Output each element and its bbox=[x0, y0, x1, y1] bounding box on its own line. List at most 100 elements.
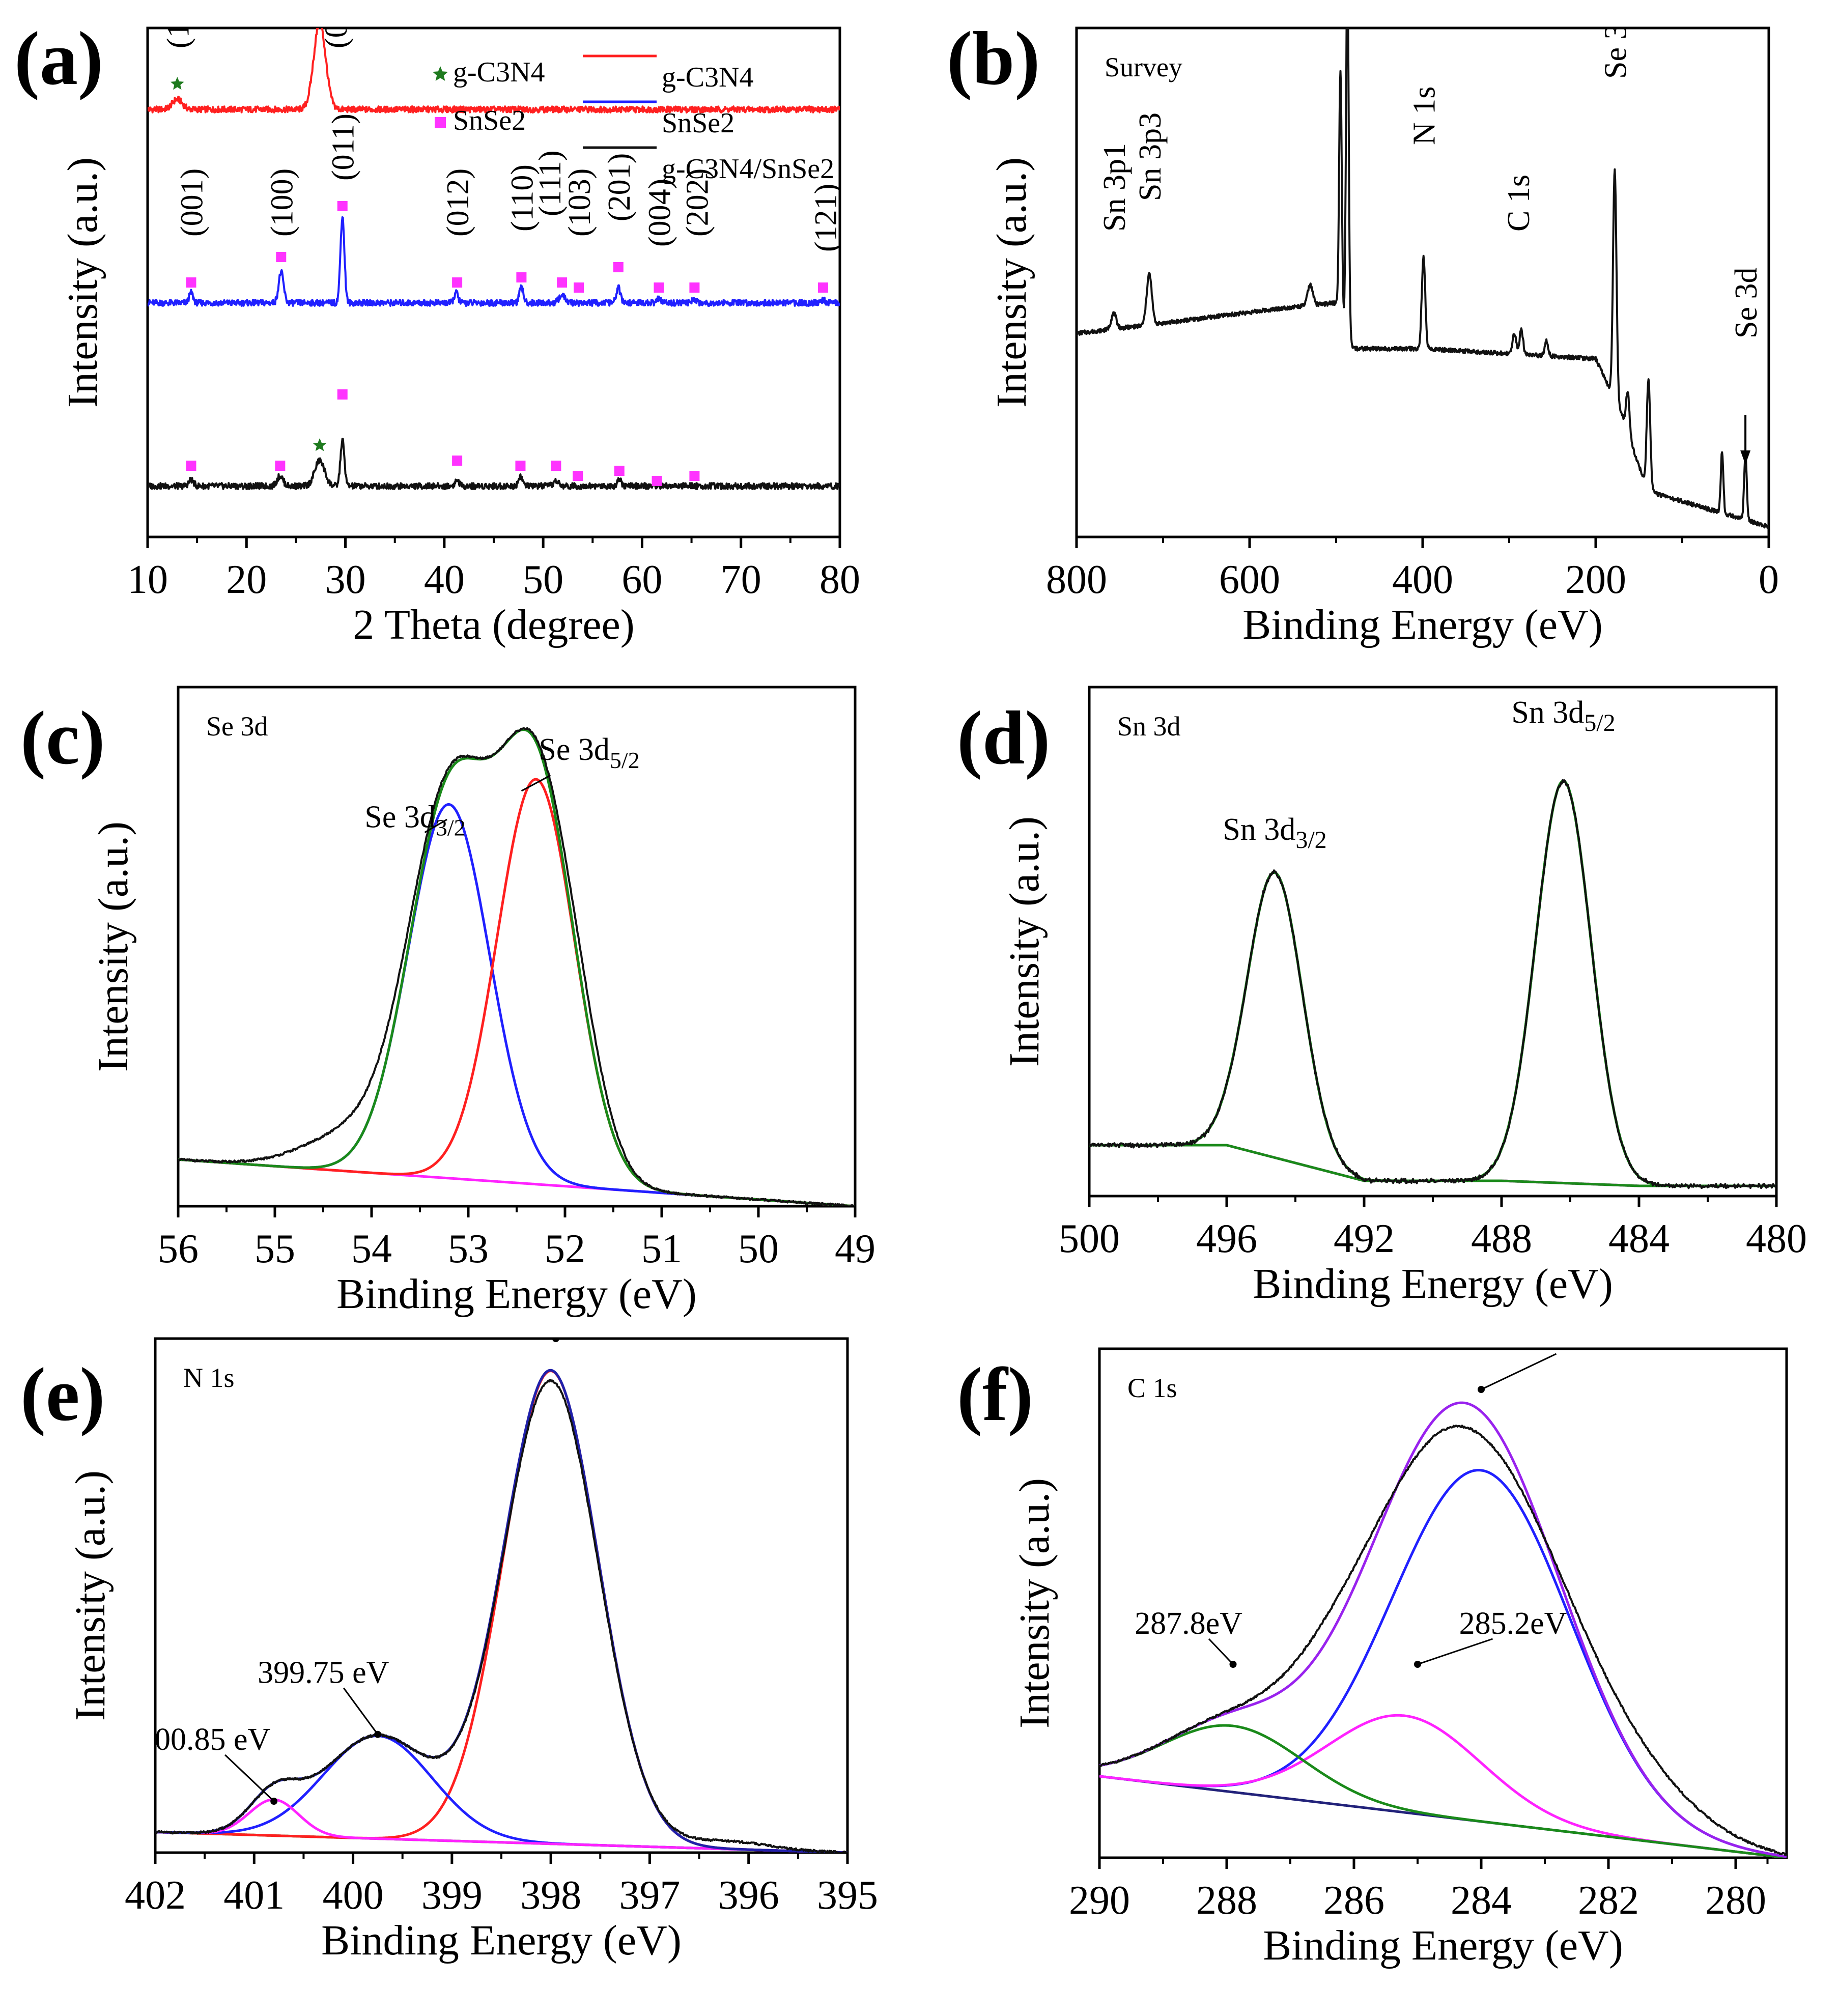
x-tick-label-a: 40 bbox=[424, 557, 465, 602]
x-axis-title-b: Binding Energy (eV) bbox=[1242, 601, 1603, 648]
plot-frame-c bbox=[177, 686, 857, 1208]
x-tick-label-a: 80 bbox=[819, 557, 860, 602]
snse2-square-marker bbox=[654, 282, 664, 293]
snse2-square-marker bbox=[557, 277, 568, 288]
peak-label-arrow-head bbox=[1229, 1661, 1237, 1668]
panel-a: 10 20 30 40 50 60 70 80 2 Theta (degree) Intensit… bbox=[14, 0, 860, 648]
hkl-label: (012) bbox=[441, 168, 475, 237]
snse2-square-marker bbox=[337, 201, 348, 211]
x-tick-label-b: 200 bbox=[1565, 557, 1626, 602]
panel-letter-f: (f) bbox=[957, 1352, 1033, 1437]
peak-label-arrow bbox=[1417, 1638, 1493, 1665]
panel-title-d: Sn 3d bbox=[1117, 711, 1181, 742]
se3d-arrow-head bbox=[1740, 450, 1751, 465]
y-axis-title-a: Intensity (a.u.) bbox=[59, 157, 106, 408]
hkl-label: (110) bbox=[505, 164, 540, 232]
hkl-label: (100) bbox=[265, 168, 299, 237]
x-tick-label-f: 288 bbox=[1196, 1878, 1257, 1923]
panel-title-f: C 1s bbox=[1127, 1373, 1177, 1403]
peak-label-arrow-head bbox=[1414, 1661, 1421, 1668]
y-axis-title-c: Intensity (a.u.) bbox=[90, 821, 137, 1072]
x-axis-title-d: Binding Energy (eV) bbox=[1253, 1260, 1613, 1308]
panel-e: 402 401 400 399 398 397 396 395 Binding Energy (… bbox=[20, 1337, 878, 1964]
peak-label-arrow bbox=[224, 1754, 275, 1802]
peak-label-arrow-head bbox=[552, 1339, 559, 1342]
peak-label-subscript: 5/2 bbox=[610, 747, 640, 773]
x-tick-label-e: 395 bbox=[817, 1873, 878, 1918]
snse2-square-marker bbox=[337, 389, 348, 400]
x-tick-label-e: 402 bbox=[125, 1873, 186, 1918]
x-tick-label-b: 400 bbox=[1392, 557, 1453, 602]
peak-label-arrow-head bbox=[270, 1798, 278, 1805]
snse2-square-marker bbox=[817, 282, 828, 293]
x-tick-label-a: 20 bbox=[226, 557, 267, 602]
panel-title-c: Se 3d bbox=[206, 711, 268, 742]
g-c3n4-star-marker bbox=[313, 438, 327, 451]
snse2-square-marker bbox=[551, 461, 561, 471]
panel-letter-a: (a) bbox=[14, 16, 103, 101]
hkl-label: (004) bbox=[642, 179, 677, 247]
snse2-square-marker bbox=[689, 282, 700, 293]
x-tick-label-a: 60 bbox=[621, 557, 662, 602]
fit-component-d bbox=[1089, 780, 1776, 1187]
x-tick-label-f: 290 bbox=[1069, 1878, 1130, 1923]
x-tick-label-f: 286 bbox=[1323, 1878, 1384, 1923]
element-label: Sn 3p1 bbox=[1097, 143, 1132, 232]
raw-data-c bbox=[178, 727, 855, 1206]
x-tick-label-d: 500 bbox=[1059, 1216, 1120, 1261]
panel-c: 56 55 54 53 52 51 50 49 Binding Energy (eV) Inten… bbox=[20, 686, 875, 1318]
peak-label-c: Se 3d5/2 bbox=[539, 732, 639, 773]
fit-component-d bbox=[1089, 871, 1776, 1187]
legend-a: g-C3N4 SnSe2 g-C3N4 SnSe2 g-C3N4/SnSe2 bbox=[432, 54, 834, 185]
x-tick-label-e: 400 bbox=[323, 1873, 384, 1918]
x-axis-title-a: 2 Theta (degree) bbox=[353, 601, 634, 648]
xrd-trace-1 bbox=[148, 216, 840, 307]
peak-label-arrow bbox=[555, 1339, 558, 1340]
plot-area-c: Se 3d3/2Se 3d5/2 bbox=[178, 727, 855, 1206]
x-tick-label-b: 600 bbox=[1219, 557, 1280, 602]
x-tick-label-c: 51 bbox=[641, 1227, 682, 1271]
fit-component-f bbox=[1099, 1724, 1787, 1858]
hkl-label: (111) bbox=[533, 150, 568, 216]
x-tick-label-a: 70 bbox=[721, 557, 761, 602]
legend-line-label: SnSe2 bbox=[662, 107, 734, 139]
legend-star-icon bbox=[432, 66, 448, 81]
snse2-square-marker bbox=[574, 282, 584, 293]
panel-letter-b: (b) bbox=[947, 16, 1040, 101]
hkl-label: (100) bbox=[161, 0, 195, 48]
fit-component-f bbox=[1099, 1714, 1787, 1858]
peak-label-subscript: 5/2 bbox=[1584, 709, 1615, 736]
peak-label-main: Sn 3d bbox=[1223, 812, 1295, 847]
peak-label-e: 399.75 eV bbox=[258, 1656, 389, 1690]
survey-trace bbox=[1077, 28, 1769, 530]
plot-area-a: (100) (002) (001) (100) (011) (012) (110)(111)… bbox=[148, 0, 840, 490]
x-tick-label-a: 30 bbox=[325, 557, 366, 602]
fit-envelope-e bbox=[155, 1369, 847, 1853]
snse2-square-marker bbox=[276, 252, 287, 262]
peak-label-f: 287.8eV bbox=[1135, 1606, 1242, 1641]
x-tick-label-b: 800 bbox=[1046, 557, 1107, 602]
peak-label-arrow bbox=[343, 1687, 379, 1735]
element-label: Se 3d bbox=[1729, 268, 1764, 339]
x-tick-label-f: 284 bbox=[1451, 1878, 1512, 1923]
legend-square-icon bbox=[435, 117, 446, 128]
hkl-label: (103) bbox=[562, 168, 597, 237]
peak-label-arrow-head bbox=[1478, 1386, 1485, 1393]
fit-component-c bbox=[178, 778, 855, 1206]
y-axis-title-b: Intensity (a.u.) bbox=[988, 157, 1035, 408]
snse2-square-marker bbox=[614, 466, 625, 476]
g-c3n4-star-marker bbox=[313, 11, 327, 23]
xrd-trace-2 bbox=[148, 438, 840, 490]
fit-component-f bbox=[1099, 1469, 1787, 1858]
peak-label-e: 400.85 eV bbox=[139, 1722, 271, 1757]
legend-line-label: g-C3N4/SnSe2 bbox=[662, 153, 834, 185]
plot-frame-a bbox=[146, 26, 841, 538]
raw-data-f bbox=[1099, 1425, 1787, 1856]
snse2-square-marker bbox=[452, 456, 463, 466]
x-tick-label-f: 280 bbox=[1705, 1878, 1766, 1923]
plot-frame-f bbox=[1098, 1347, 1788, 1859]
hkl-label: (011) bbox=[326, 113, 361, 181]
x-tick-label-e: 399 bbox=[421, 1873, 483, 1918]
